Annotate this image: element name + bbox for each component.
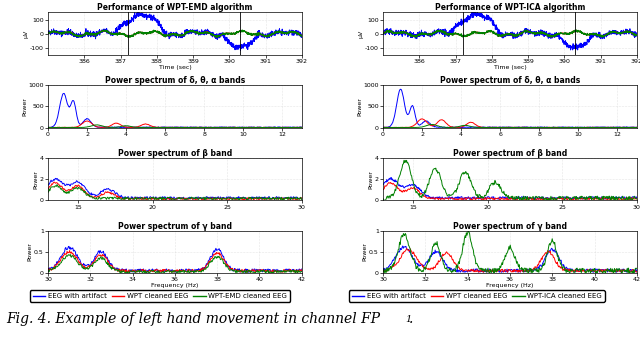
Title: Power spectrum of δ, θ, α bands: Power spectrum of δ, θ, α bands	[440, 76, 580, 85]
Y-axis label: Power: Power	[357, 97, 362, 116]
X-axis label: Frequency (Hz): Frequency (Hz)	[151, 283, 198, 288]
X-axis label: Time (sec): Time (sec)	[159, 65, 191, 70]
Title: Performance of WPT-ICA algorithm: Performance of WPT-ICA algorithm	[435, 4, 585, 12]
Text: .: .	[409, 312, 413, 326]
Y-axis label: Power: Power	[22, 97, 27, 116]
Y-axis label: Power: Power	[369, 170, 374, 188]
Y-axis label: μV: μV	[358, 30, 364, 38]
Title: Power spectrum of β band: Power spectrum of β band	[452, 149, 567, 158]
Y-axis label: Power: Power	[28, 242, 33, 261]
Legend: EEG with artifact, WPT cleaned EEG, WPT-ICA cleaned EEG: EEG with artifact, WPT cleaned EEG, WPT-…	[349, 290, 605, 302]
Y-axis label: Power: Power	[363, 242, 368, 261]
Title: Power spectrum of β band: Power spectrum of β band	[118, 149, 232, 158]
Legend: EEG with artifact, WPT cleaned EEG, WPT-EMD cleaned EEG: EEG with artifact, WPT cleaned EEG, WPT-…	[30, 290, 290, 302]
Title: Power spectrum of γ band: Power spectrum of γ band	[453, 222, 567, 231]
Y-axis label: μV: μV	[24, 30, 29, 38]
Title: Power spectrum of γ band: Power spectrum of γ band	[118, 222, 232, 231]
X-axis label: Time (sec): Time (sec)	[493, 65, 526, 70]
Title: Performance of WPT-EMD algorithm: Performance of WPT-EMD algorithm	[97, 4, 253, 12]
Text: Fig. 4. Example of left hand movement in channel FP: Fig. 4. Example of left hand movement in…	[6, 312, 381, 326]
Y-axis label: Power: Power	[33, 170, 38, 188]
Text: 1: 1	[405, 315, 412, 324]
X-axis label: Frequency (Hz): Frequency (Hz)	[486, 283, 534, 288]
Title: Power spectrum of δ, θ, α bands: Power spectrum of δ, θ, α bands	[105, 76, 245, 85]
